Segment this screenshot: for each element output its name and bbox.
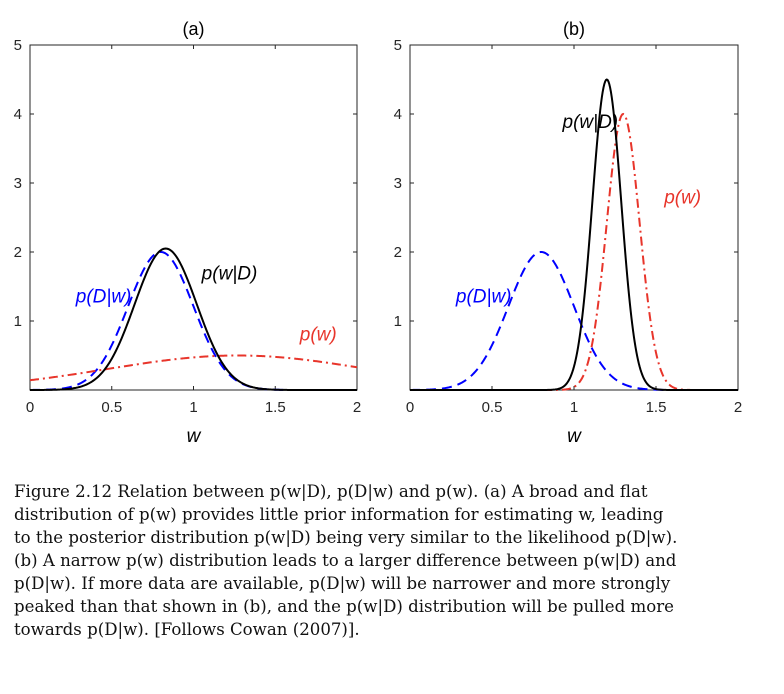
x-tick-label: 1.5 [265,399,286,416]
series-line-pdw [410,250,738,391]
caption-line-1: Figure 2.12 Relation between p(w|D), p(D… [14,482,648,501]
curve-label: p(D|w) [75,286,132,307]
chart-panel-b: 0 0.5 1 1.5 2 1 2 3 4 5 (b) w p(D|w) p(w|D) p(w) [394,19,743,447]
series-line-pdw [30,250,357,391]
caption-line-5: p(D|w). If more data are available, p(D|… [14,574,671,593]
chart-panel-a: 0 0.5 1 1.5 2 1 2 3 4 5 (a) w p(D|w) p(w|D) p(w) [14,19,362,447]
series-line-pw [29,354,358,382]
series-line-pwd [30,247,357,391]
y-tick-label: 4 [394,106,402,123]
caption-line-4: (b) A narrow p(w) distribution leads to … [14,551,677,570]
x-tick-label: 0.5 [101,399,122,416]
y-tick-label: 4 [14,106,22,123]
x-tick-label: 0 [26,399,34,416]
chart-title: (b) [563,19,585,39]
chart-title: (a) [183,19,205,39]
x-axis-label: w [567,426,582,447]
y-tick-label: 1 [394,313,402,330]
x-tick-label: 1 [570,399,578,416]
y-tick-label: 1 [14,313,22,330]
series-line-pwd [410,78,738,391]
y-tick-label: 3 [14,175,22,192]
caption-line-3: to the posterior distribution p(w|D) bei… [14,528,678,547]
curve-label: p(w|D) [201,264,258,285]
figure-2-12: 0 0.5 1 1.5 2 1 2 3 4 5 (a) w p(D|w) p(w|D) p(w) 0 0.5 1… [14,19,743,447]
y-tick-label: 5 [14,37,22,54]
x-tick-label: 0.5 [482,399,503,416]
curve-label: p(w|D) [562,112,619,133]
caption-line-7: towards p(D|w). [Follows Cowan (2007)]. [14,620,360,639]
curve-label: p(w) [299,324,337,345]
axes-frame [409,44,739,391]
y-tick-label: 3 [394,175,402,192]
figure-caption: Figure 2.12 Relation between p(w|D), p(D… [14,480,770,641]
y-tick-label: 5 [394,37,402,54]
y-tick-label: 2 [394,244,402,261]
x-tick-label: 1 [189,399,197,416]
x-tick-label: 2 [353,399,361,416]
x-axis-label: w [187,426,202,447]
caption-line-2: distribution of p(w) provides little pri… [14,505,664,524]
caption-line-6: peaked than that shown in (b), and the p… [14,597,674,616]
x-tick-label: 2 [734,399,742,416]
x-tick-label: 0 [406,399,414,416]
curve-label: p(w) [663,188,701,209]
x-tick-label: 1.5 [646,399,667,416]
y-tick-label: 2 [14,244,22,261]
series-line-pw [410,112,738,391]
curve-label: p(D|w) [455,286,512,307]
